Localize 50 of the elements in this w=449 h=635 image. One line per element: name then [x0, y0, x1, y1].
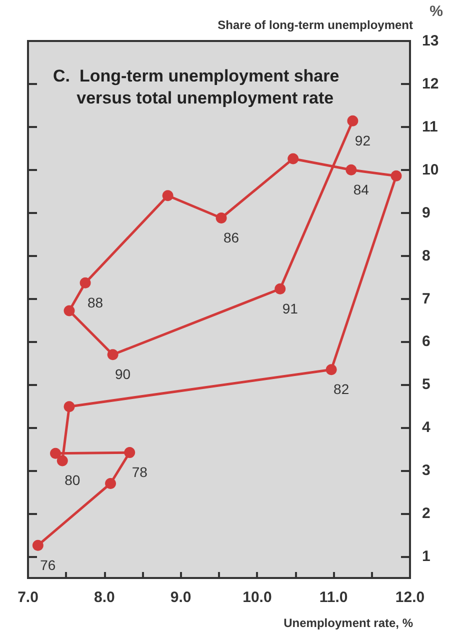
text: % — [430, 3, 444, 20]
x-tick-label: 9.0 — [170, 589, 192, 606]
point — [124, 447, 136, 458]
point — [105, 478, 116, 489]
annotation: 86 — [224, 229, 240, 246]
point — [50, 448, 62, 459]
annotation: 88 — [88, 294, 104, 310]
y-tick-label: 11 — [422, 118, 438, 136]
point — [390, 170, 402, 182]
y-tick-label: 5 — [422, 376, 430, 394]
x-tick-label: 11.0 — [319, 589, 348, 606]
x-tick-label: 8.0 — [94, 589, 115, 606]
y-tick-label: 13 — [422, 32, 439, 50]
point — [64, 401, 75, 412]
point — [288, 153, 299, 164]
point — [274, 283, 286, 294]
annotation: 84 — [353, 181, 370, 198]
point — [56, 455, 68, 466]
x-tick-label: 10.0 — [242, 589, 272, 606]
y-tick-label: 12 — [422, 75, 439, 92]
point — [346, 164, 357, 176]
point — [64, 305, 75, 316]
annotation: 90 — [115, 366, 131, 382]
point — [216, 212, 227, 224]
y-tick-label: 10 — [422, 161, 439, 178]
point — [347, 115, 358, 126]
annotation: 78 — [132, 464, 148, 480]
point — [107, 349, 118, 360]
annotation: 76 — [40, 556, 56, 573]
x-tick-label: 12.0 — [395, 589, 425, 606]
point — [326, 364, 337, 376]
annotation: 92 — [354, 132, 371, 148]
y-tick-label: 2 — [422, 505, 430, 522]
y-tick-label: 8 — [422, 247, 430, 264]
y-tick-label: 7 — [422, 290, 430, 308]
y-tick-label: 9 — [422, 204, 430, 222]
y-tick-label: 3 — [422, 462, 430, 480]
annotation: 91 — [282, 300, 298, 316]
point — [32, 540, 44, 551]
y-tick-label: 4 — [422, 419, 431, 436]
y-axis-title: Share of long-term unemployment — [218, 18, 414, 32]
y-tick-label: 1 — [422, 548, 430, 566]
y-tick-label: 6 — [422, 333, 430, 350]
annotation: 80 — [64, 472, 80, 488]
annotation: 82 — [334, 381, 350, 398]
x-tick-label: 7.0 — [18, 589, 38, 606]
point — [80, 277, 91, 288]
text: C. Long-term unemployment share versus total unemployment rate — [53, 66, 340, 108]
x-axis-title: Unemployment rate, % — [284, 616, 414, 630]
point — [162, 190, 174, 202]
